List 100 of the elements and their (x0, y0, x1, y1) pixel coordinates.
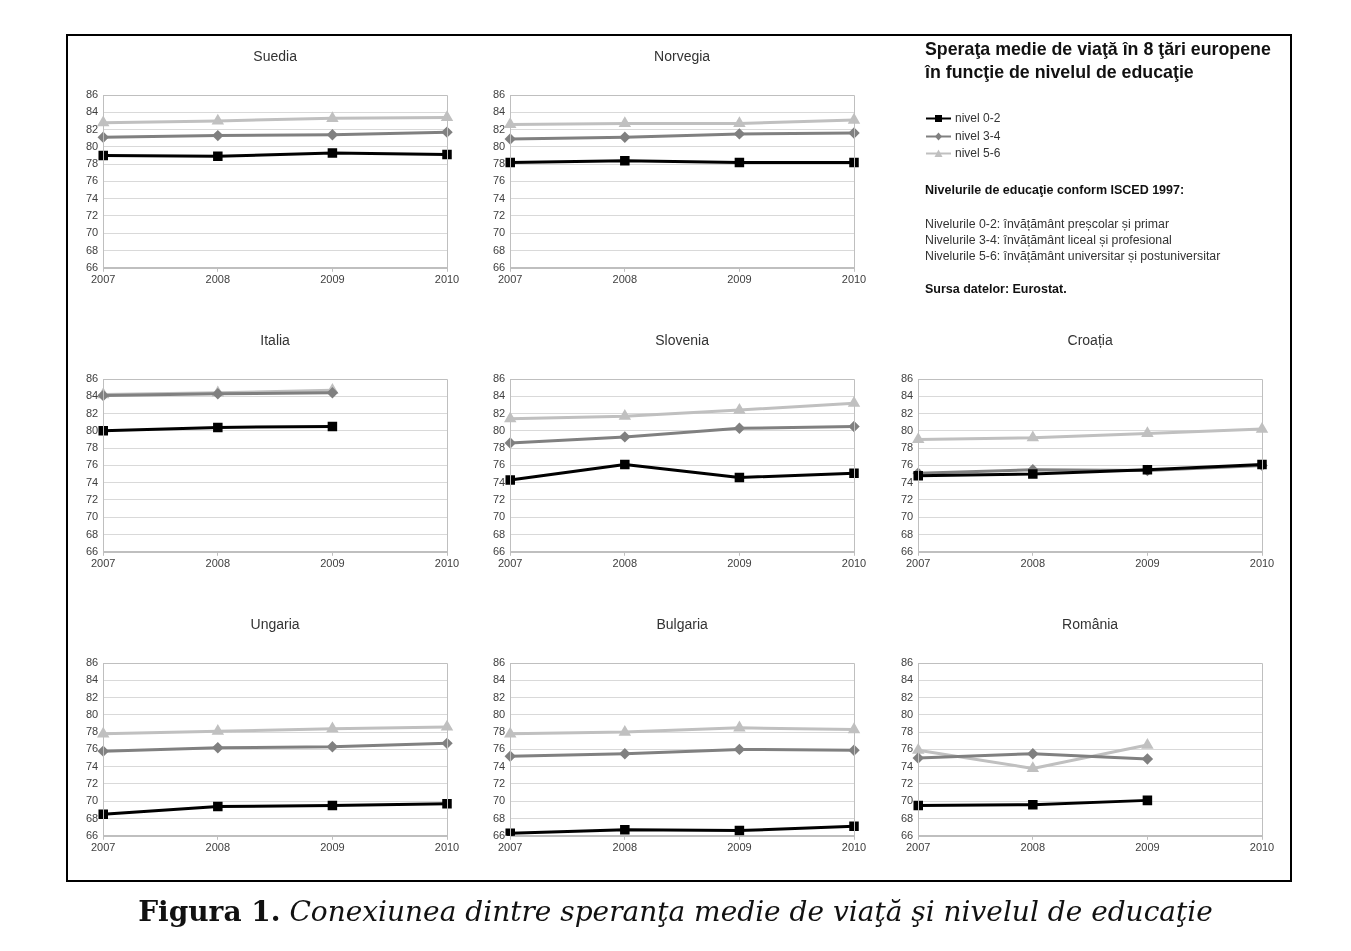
y-tick-label: 68 (85, 527, 99, 540)
x-tick-label: 2008 (205, 841, 231, 854)
y-tick-label: 74 (492, 759, 506, 772)
x-tick-label: 2008 (205, 557, 231, 570)
y-tick-label: 70 (85, 226, 99, 239)
y-tick-label: 66 (900, 828, 914, 841)
y-tick-label: 86 (85, 88, 99, 101)
y-tick-label: 76 (85, 174, 99, 187)
y-tick-label: 66 (85, 544, 99, 557)
y-tick-label: 76 (85, 742, 99, 755)
text: Nivelurile 0-2: învățământ preșcolar și primar (925, 216, 1170, 232)
x-tick-label: 2009 (727, 273, 752, 286)
y-tick-label: 68 (900, 811, 914, 824)
y-tick-label: 66 (492, 828, 506, 841)
y-tick-label: 82 (900, 690, 914, 703)
y-tick-label: 72 (85, 492, 99, 505)
y-tick-label: 84 (492, 105, 506, 118)
chart-title: Ungaria (250, 615, 300, 632)
y-tick-label: 68 (85, 811, 99, 824)
y-tick-label: 84 (85, 389, 99, 402)
text: Conexiunea dintre speranţa medie de viaţă şi nivelul de educaţie (289, 895, 1213, 928)
y-tick-label: 84 (85, 673, 99, 686)
x-tick-label: 2010 (1249, 841, 1275, 854)
y-tick-label: 74 (492, 475, 506, 488)
x-tick-label: 2008 (612, 841, 638, 854)
y-tick-label: 72 (85, 208, 99, 221)
y-tick-label: 82 (85, 406, 99, 419)
x-tick-label: 2010 (841, 841, 867, 854)
y-tick-label: 84 (492, 673, 506, 686)
chart-title: România (1062, 615, 1119, 632)
y-tick-label: 86 (900, 372, 914, 385)
y-tick-label: 86 (85, 372, 99, 385)
chart-title: Norvegia (654, 47, 711, 64)
y-tick-label: 82 (85, 690, 99, 703)
y-tick-label: 82 (492, 406, 506, 419)
y-tick-label: 74 (85, 759, 99, 772)
y-tick-label: 84 (900, 673, 914, 686)
x-tick-label: 2008 (1020, 557, 1046, 570)
y-tick-label: 76 (85, 458, 99, 471)
y-tick-label: 80 (492, 423, 506, 436)
y-tick-label: 80 (85, 423, 99, 436)
y-tick-label: 86 (492, 372, 506, 385)
y-tick-label: 70 (85, 794, 99, 807)
y-tick-label: 68 (85, 243, 99, 256)
y-tick-label: 84 (492, 389, 506, 402)
y-tick-label: 76 (900, 458, 914, 471)
y-tick-label: 80 (85, 707, 99, 720)
x-tick-label: 2009 (1135, 557, 1160, 570)
y-tick-label: 80 (900, 423, 914, 436)
x-tick-label: 2010 (434, 273, 460, 286)
x-tick-label: 2010 (841, 273, 867, 286)
y-tick-label: 74 (900, 759, 914, 772)
y-tick-label: 78 (492, 441, 506, 454)
text: Nivelurile de educaţie conform ISCED 1997: (925, 183, 1186, 197)
y-tick-label: 80 (900, 707, 914, 720)
y-tick-label: 86 (492, 656, 506, 669)
y-tick-label: 78 (492, 157, 506, 170)
y-tick-label: 82 (492, 690, 506, 703)
text: Speraţa medie de viaţă în 8 ţări europene în funcţie de nivelul de educaţie (925, 38, 1272, 84)
x-tick-label: 2009 (320, 273, 345, 286)
x-tick-label: 2009 (727, 841, 752, 854)
text: Nivelurile 5-6: învățământ universitar și postuniversitar (925, 248, 1222, 264)
chart-title: Italia (260, 331, 291, 348)
x-tick-label: 2010 (841, 557, 867, 570)
y-tick-label: 68 (492, 243, 506, 256)
y-tick-label: 78 (85, 441, 99, 454)
y-tick-label: 66 (85, 260, 99, 273)
x-tick-label: 2010 (434, 841, 460, 854)
y-tick-label: 66 (900, 544, 914, 557)
x-tick-label: 2007 (497, 273, 523, 286)
x-tick-label: 2007 (905, 841, 931, 854)
y-tick-label: 86 (900, 656, 914, 669)
x-tick-label: 2010 (434, 557, 460, 570)
y-tick-label: 78 (900, 441, 914, 454)
text: Nivelurile 3-4: învățământ liceal și profesional (925, 232, 1173, 248)
y-tick-label: 74 (900, 475, 914, 488)
y-tick-label: 82 (85, 122, 99, 135)
y-tick-label: 70 (900, 510, 914, 523)
y-tick-label: 70 (492, 226, 506, 239)
y-tick-label: 76 (492, 458, 506, 471)
y-tick-label: 68 (492, 811, 506, 824)
y-tick-label: 70 (492, 794, 506, 807)
y-tick-label: 68 (900, 527, 914, 540)
y-tick-label: 66 (85, 828, 99, 841)
x-tick-label: 2007 (90, 557, 116, 570)
y-tick-label: 82 (492, 122, 506, 135)
text: Sursa datelor: Eurostat. (925, 282, 1068, 296)
chart-title: Bulgaria (656, 615, 709, 632)
legend-label: nivel 3-4 (955, 128, 1001, 143)
x-tick-label: 2008 (612, 273, 638, 286)
y-tick-label: 78 (900, 725, 914, 738)
y-tick-label: 66 (492, 260, 506, 273)
y-tick-label: 74 (85, 475, 99, 488)
legend-label: nivel 5-6 (955, 146, 1001, 160)
y-tick-label: 72 (900, 492, 914, 505)
y-tick-label: 70 (492, 510, 506, 523)
chart-title: Suedia (253, 47, 298, 64)
y-tick-label: 78 (492, 725, 506, 738)
legend-label: nivel 0-2 (955, 111, 1001, 125)
y-tick-label: 72 (492, 208, 506, 221)
